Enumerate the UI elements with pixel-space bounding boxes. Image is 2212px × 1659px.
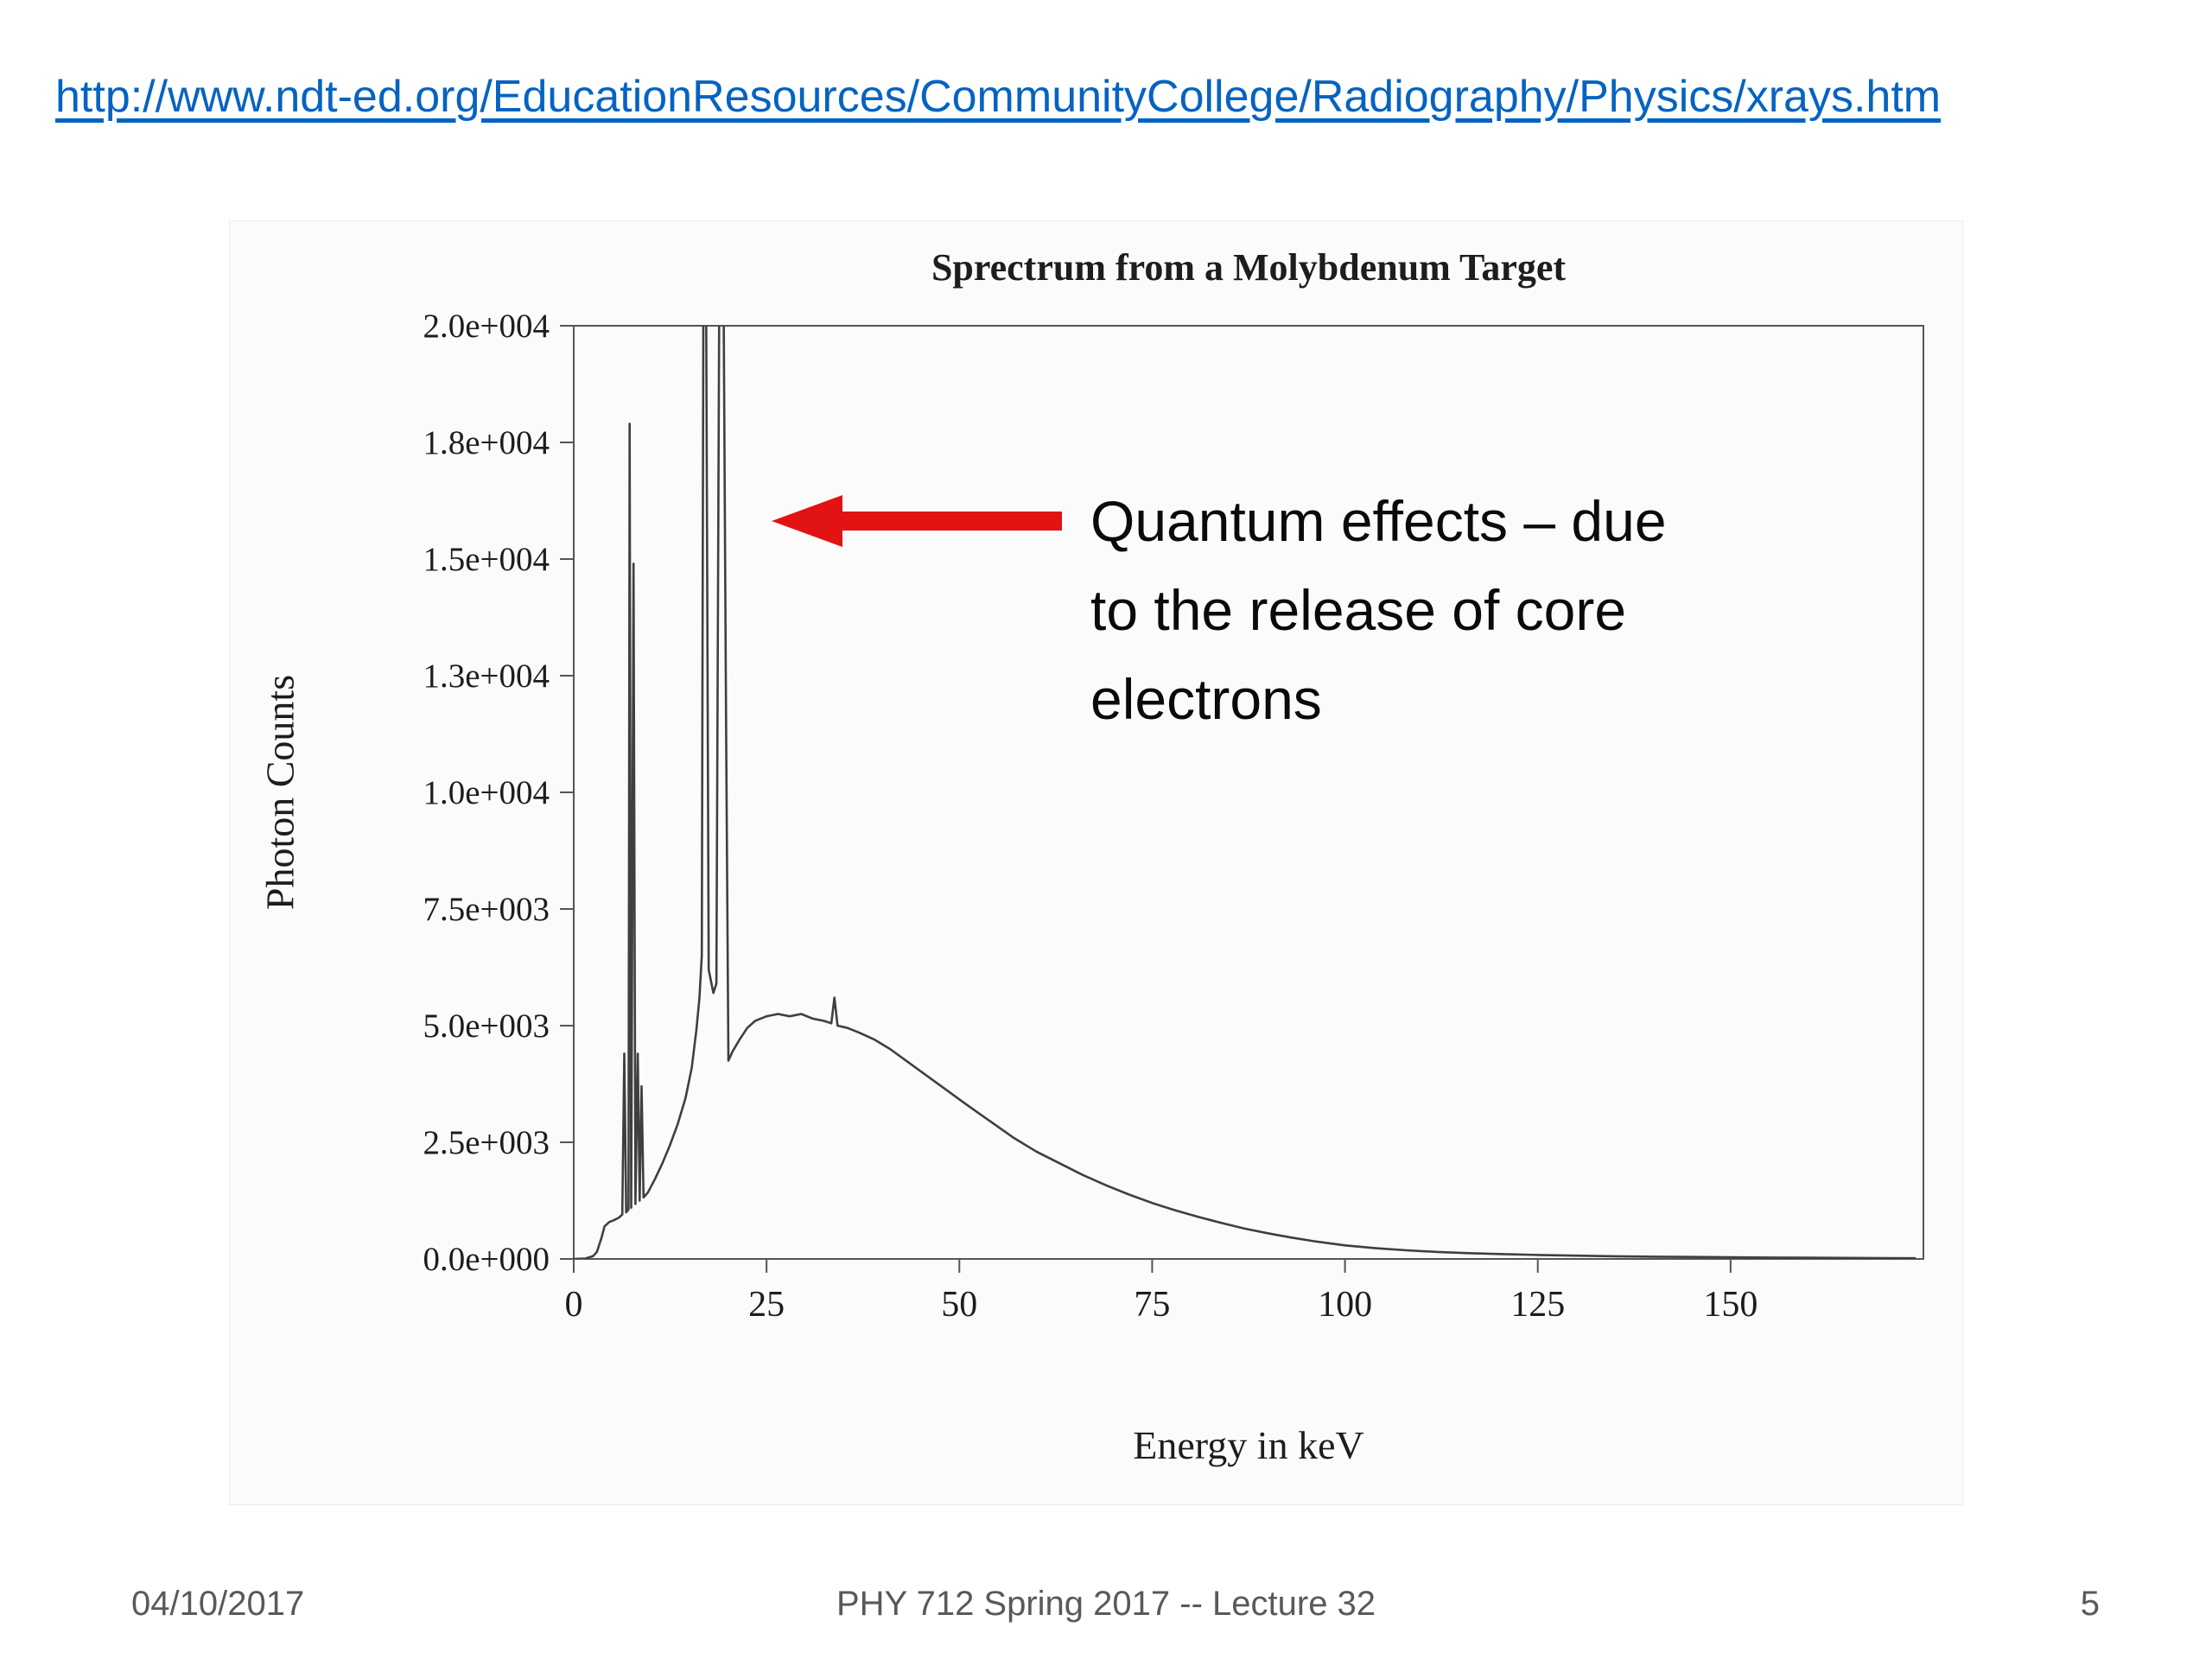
y-tick-label: 2.0e+004 [423,308,550,345]
x-tick-label: 25 [748,1285,785,1325]
source-url-link[interactable]: http://www.ndt-ed.org/EducationResources… [55,72,1942,122]
y-tick-label: 7.5e+003 [423,891,550,928]
y-tick-label: 1.0e+004 [423,774,550,811]
x-tick-label: 50 [941,1285,977,1325]
spectrum-figure: Sprectrum from a Molybdenum Target Photo… [229,220,1963,1505]
x-tick-label: 150 [1703,1285,1758,1325]
x-tick-label: 125 [1510,1285,1565,1325]
x-tick-label: 0 [565,1285,583,1325]
x-tick-label: 100 [1318,1285,1372,1325]
y-tick-label: 0.0e+000 [423,1241,550,1278]
y-tick-label: 5.0e+003 [423,1007,550,1045]
spectrum-curve [574,326,1916,1259]
y-tick-label: 1.3e+004 [423,658,550,695]
red-arrow-left-icon [772,493,1065,550]
plot-frame [573,325,1924,1260]
footer-course: PHY 712 Spring 2017 -- Lecture 32 [836,1585,1376,1623]
footer-date: 04/10/2017 [131,1585,305,1623]
x-tick-label: 75 [1134,1285,1170,1325]
x-axis-label: Energy in keV [1133,1423,1364,1467]
y-tick-label: 1.8e+004 [423,424,550,461]
footer-page-number: 5 [2080,1585,2100,1623]
y-tick-label: 2.5e+003 [423,1124,550,1161]
y-tick-label: 1.5e+004 [423,541,550,578]
callout-text: Quantum effects – due to the release of … [1090,489,1667,731]
chart-title: Sprectrum from a Molybdenum Target [931,246,1567,289]
plot-area: 0 25 50 75 100 125 150 0.0e+000 2.5e+003 5.0e+003… [423,308,1924,1325]
